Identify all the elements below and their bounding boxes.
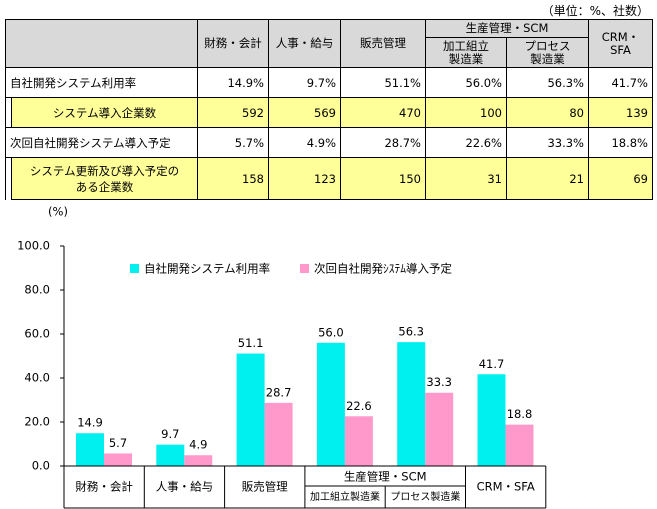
- y-tick-label: 20.0: [24, 415, 50, 429]
- bar: [477, 374, 506, 466]
- table-row: システム導入企業数 592 569 470 100 80 139: [5, 97, 653, 128]
- cell: 9.7%: [268, 67, 341, 98]
- row-label: 自社開発システム利用率: [5, 67, 198, 98]
- legend-swatch: [300, 264, 309, 273]
- row-label: システム導入企業数: [11, 97, 198, 128]
- cell: 18.8%: [588, 127, 653, 158]
- column-header: 加工組立 製造業: [425, 37, 507, 68]
- y-tick-label: 0.0: [32, 459, 50, 473]
- data-label: 14.9: [77, 416, 103, 430]
- spacer: [5, 157, 12, 200]
- table-row: 自社開発システム利用率 14.9% 9.7% 51.1% 56.0% 56.3% 41.7%: [5, 67, 653, 98]
- group-label: 生産管理・SCM: [344, 470, 427, 484]
- header-row: 加工組立 製造業 プロセス 製造業: [6, 37, 653, 68]
- data-label: 56.3: [398, 325, 424, 339]
- x-tick-label: 加工組立製造業: [310, 490, 380, 503]
- cell: 100: [425, 97, 507, 128]
- cell: 41.7%: [588, 67, 653, 98]
- column-header: CRM・SFA: [588, 19, 653, 68]
- header-row: 財務・会計 人事・給与 販売管理 生産管理・SCM CRM・SFA: [5, 19, 653, 68]
- legend-swatch: [130, 264, 139, 273]
- data-label: 22.6: [346, 399, 372, 413]
- cell: 158: [197, 157, 269, 200]
- cell: 28.7%: [340, 127, 426, 158]
- x-tick-label: 財務・会計: [75, 480, 133, 494]
- data-label: 5.7: [109, 436, 127, 450]
- bar: [264, 402, 293, 466]
- bar: [184, 455, 213, 466]
- data-label: 4.9: [189, 438, 207, 452]
- cell: 592: [197, 97, 269, 128]
- table-row: 次回自社開発システム導入予定 5.7% 4.9% 28.7% 22.6% 33.3% 18.…: [5, 127, 653, 158]
- cell: 69: [588, 157, 653, 200]
- bar: [76, 433, 104, 466]
- data-label: 41.7: [479, 357, 505, 371]
- x-tick-label: プロセス製造業: [390, 490, 460, 503]
- cell: 80: [506, 97, 589, 128]
- cell: 569: [268, 97, 341, 128]
- cell: 14.9%: [197, 67, 269, 98]
- cell: 150: [340, 157, 426, 200]
- data-label: 33.3: [426, 375, 452, 389]
- table-row: システム更新及び導入予定の ある企業数 158 123 150 31 21 69: [5, 157, 653, 200]
- cell: 5.7%: [197, 127, 269, 158]
- legend-label: 自社開発システム利用率: [144, 262, 270, 276]
- cell: 21: [506, 157, 589, 200]
- bar: [316, 342, 345, 466]
- bar: [397, 342, 426, 466]
- cell: 51.1%: [340, 67, 426, 98]
- spacer: [5, 97, 12, 128]
- row-label: 次回自社開発システム導入予定: [5, 127, 198, 158]
- row-label: システム更新及び導入予定の ある企業数: [11, 157, 198, 200]
- data-label: 18.8: [507, 407, 533, 421]
- x-tick-label: 人事・給与: [156, 480, 214, 494]
- y-tick-label: 80.0: [24, 283, 50, 297]
- y-axis-label: (%): [48, 205, 68, 219]
- column-header: プロセス 製造業: [506, 37, 589, 68]
- bar: [505, 424, 534, 466]
- cell: 4.9%: [268, 127, 341, 158]
- data-label: 28.7: [266, 385, 292, 399]
- cell: 33.3%: [506, 127, 589, 158]
- bar: [425, 392, 454, 466]
- bar: [236, 353, 265, 466]
- group-header: 生産管理・SCM: [425, 19, 589, 38]
- bar: [344, 416, 373, 466]
- data-label: 51.1: [238, 336, 264, 350]
- data-table: 財務・会計 人事・給与 販売管理 生産管理・SCM CRM・SFA 加工組立 製造業 プロセ…: [5, 19, 653, 200]
- bar: [156, 444, 185, 466]
- x-tick-label: CRM・SFA: [477, 480, 535, 494]
- y-tick-label: 100.0: [17, 239, 50, 253]
- bar: [104, 453, 132, 466]
- data-label: 9.7: [161, 427, 179, 441]
- y-tick-label: 60.0: [24, 327, 50, 341]
- x-tick-label: 販売管理: [242, 480, 288, 494]
- legend-label: 次回自社開発ｼｽﾃﾑ導入予定: [314, 262, 452, 276]
- data-label: 56.0: [318, 325, 344, 339]
- cell: 123: [268, 157, 341, 200]
- cell: 31: [425, 157, 507, 200]
- unit-note: （単位：%、社数）: [541, 4, 649, 18]
- cell: 56.3%: [506, 67, 589, 98]
- y-tick-label: 40.0: [24, 371, 50, 385]
- cell: 139: [588, 97, 653, 128]
